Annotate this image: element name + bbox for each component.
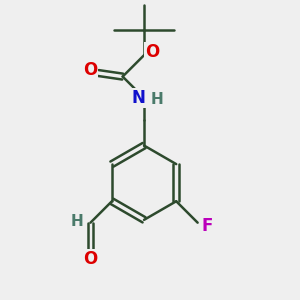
Text: O: O [145,43,160,61]
Text: N: N [132,89,145,107]
Text: H: H [150,92,163,107]
Text: O: O [83,250,98,268]
Text: H: H [71,214,83,229]
Text: O: O [83,61,97,79]
Text: F: F [202,217,213,235]
